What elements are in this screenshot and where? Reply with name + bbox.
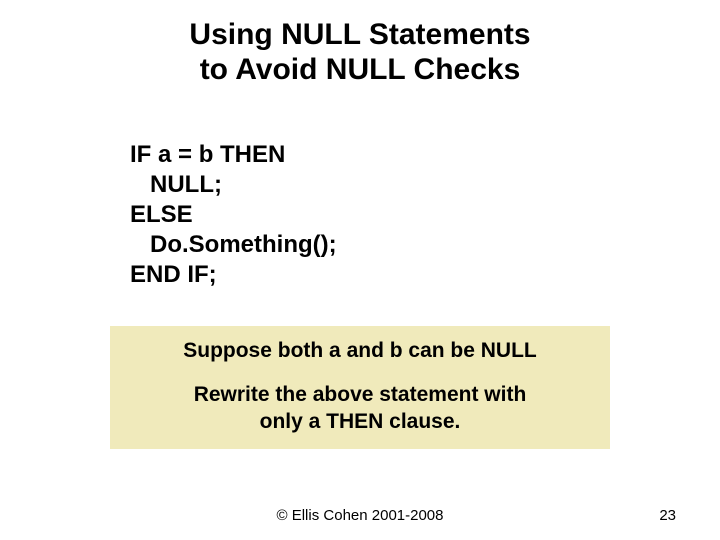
- title-line-2: to Avoid NULL Checks: [200, 53, 521, 86]
- code-block: IF a = b THEN NULL; ELSE Do.Something();…: [130, 140, 337, 290]
- highlight-gap: [120, 364, 600, 382]
- page-number: 23: [659, 507, 676, 524]
- slide: Using NULL Statements to Avoid NULL Chec…: [0, 0, 720, 540]
- footer: © Ellis Cohen 2001-2008 23: [0, 507, 720, 524]
- highlight-line-2: Rewrite the above statement with: [120, 382, 600, 408]
- highlight-line-3: only a THEN clause.: [120, 409, 600, 435]
- title-line-1: Using NULL Statements: [189, 18, 530, 51]
- highlight-line-1: Suppose both a and b can be NULL: [120, 338, 600, 364]
- slide-title: Using NULL Statements to Avoid NULL Chec…: [0, 18, 720, 87]
- copyright-text: © Ellis Cohen 2001-2008: [277, 507, 444, 524]
- highlight-box: Suppose both a and b can be NULL Rewrite…: [110, 326, 610, 449]
